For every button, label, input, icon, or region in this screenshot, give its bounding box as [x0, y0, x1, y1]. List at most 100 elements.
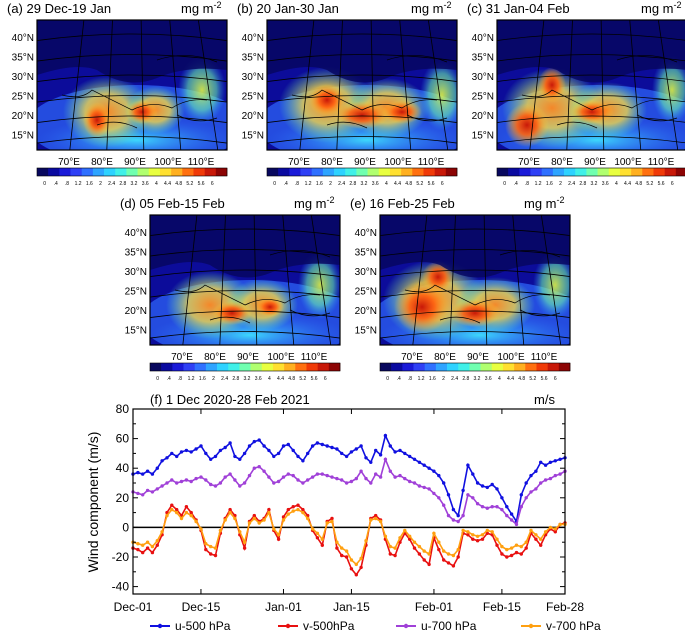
colorbar-swatch [261, 363, 274, 371]
colorbar-tick-label: 1.2 [188, 376, 195, 382]
data-point [519, 493, 523, 497]
meridian-line [657, 20, 679, 150]
colorbar-swatch [434, 168, 447, 176]
aerosol-field [150, 215, 340, 345]
lon-label: 110°E [301, 352, 328, 363]
colorbar-swatch [541, 168, 554, 176]
data-point [330, 516, 334, 521]
data-point [374, 448, 378, 453]
meridian-line [140, 20, 145, 150]
x-tick-label: Feb-28 [546, 600, 584, 614]
parallel-line [150, 290, 340, 298]
data-point [262, 444, 266, 448]
lon-label: 80°E [551, 157, 573, 168]
series-group [131, 456, 567, 527]
data-point [471, 537, 475, 541]
meridian-line [412, 215, 428, 345]
data-point [451, 518, 456, 522]
data-point [437, 547, 441, 552]
data-point [315, 472, 320, 476]
parallel-line [380, 228, 570, 236]
meridian-line [282, 215, 295, 345]
data-point [509, 518, 514, 522]
units-exponent: -2 [674, 0, 682, 10]
plot-frame [132, 408, 566, 595]
map-shade [298, 251, 340, 319]
data-point [209, 544, 213, 549]
data-point [539, 481, 543, 485]
colorbar-swatch [514, 363, 526, 371]
lat-label: 35°N [125, 248, 147, 259]
colorbar-frame [266, 167, 458, 177]
colorbar-swatch [159, 168, 172, 176]
colorbar-swatch [37, 168, 49, 176]
data-point [485, 528, 489, 533]
colorbar-tick-label: 3.6 [602, 181, 609, 187]
data-point [388, 552, 392, 556]
colorbar-swatch [389, 168, 402, 176]
lat-label: 20°N [472, 111, 494, 122]
colorbar-swatch [161, 363, 173, 371]
meridian-line [106, 20, 113, 150]
data-point [369, 481, 373, 485]
lat-label: 15°N [125, 326, 147, 337]
data-point [276, 479, 281, 484]
data-point [218, 448, 223, 453]
colorbar-frame [379, 362, 571, 372]
colorbar-swatch [564, 168, 576, 176]
colorbar-tick-label: .8 [178, 376, 182, 382]
data-point [534, 533, 538, 537]
meridian-line [399, 20, 412, 150]
map-panel: (c) 31 Jan-04 Feb mg m-2 40°N 35°N 30°N 25°N 2… [467, 0, 685, 187]
data-point [451, 507, 456, 512]
legend-marker [403, 623, 409, 629]
colorbar-tick-label: 1.2 [75, 181, 82, 187]
parallel-line [380, 249, 570, 257]
colorbar-swatch [402, 363, 414, 371]
data-point [213, 553, 218, 558]
colorbar-swatch [525, 363, 537, 371]
data-point [267, 448, 271, 453]
data-point [393, 546, 397, 550]
data-point [534, 469, 538, 473]
data-point [252, 439, 256, 444]
lat-label: 25°N [242, 92, 264, 103]
parallel-line [380, 331, 570, 339]
colorbar-swatch [502, 363, 515, 371]
lat-label: 35°N [12, 53, 34, 64]
units-exponent: -2 [557, 195, 565, 205]
lat-label: 35°N [472, 53, 494, 64]
meridian-line [253, 215, 258, 345]
data-point [310, 475, 315, 479]
data-point [456, 547, 460, 552]
data-point [543, 478, 548, 482]
data-point [359, 565, 363, 570]
data-point [136, 491, 140, 496]
data-point [242, 481, 247, 485]
data-point [500, 552, 504, 556]
data-point [213, 454, 218, 459]
lon-label: 90°E [237, 352, 259, 363]
data-point [427, 487, 431, 491]
data-point [291, 505, 295, 509]
map-shade [126, 100, 158, 124]
data-point [306, 516, 310, 521]
lat-label: 30°N [125, 267, 147, 278]
data-point [359, 469, 363, 473]
data-point [252, 466, 256, 470]
colorbar-tick-label: 3.6 [485, 376, 492, 382]
colorbar-tick-label: 4.8 [288, 376, 295, 382]
data-point [417, 460, 422, 464]
data-point [209, 457, 213, 461]
data-point [213, 546, 218, 550]
colorbar-swatch [631, 168, 643, 176]
data-point [548, 525, 553, 530]
map-shade [420, 59, 457, 131]
data-point [150, 544, 155, 549]
data-point [422, 463, 426, 467]
data-point [141, 543, 145, 547]
map-shade [309, 84, 345, 116]
meridian-line [182, 215, 198, 345]
data-point [267, 475, 271, 479]
parallel-line [37, 95, 227, 103]
